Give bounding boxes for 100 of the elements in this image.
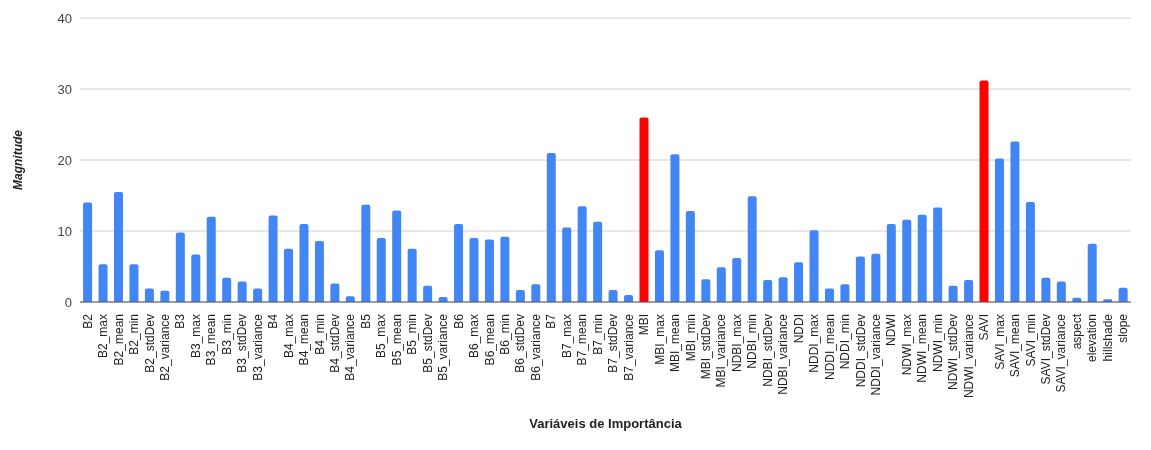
y-tick-label: 20: [57, 152, 72, 168]
bar: [314, 240, 324, 302]
bar: [469, 238, 479, 302]
x-tick-label: slope: [1116, 313, 1131, 343]
bar: [1056, 281, 1066, 302]
x-tick-label: B3: [173, 313, 188, 329]
bar: [222, 277, 232, 302]
bar: [871, 253, 881, 302]
x-tick-label: B6_mean: [482, 314, 497, 366]
x-tick-label: B6_max: [467, 314, 482, 359]
bar: [994, 158, 1004, 302]
bar: [546, 152, 556, 302]
bar: [284, 248, 294, 302]
x-tick-label: NDDI_mean: [822, 314, 837, 381]
x-tick-label: NDWI_mean: [915, 314, 930, 383]
bar: [948, 285, 958, 302]
bar: [794, 262, 804, 302]
bar: [361, 204, 371, 302]
x-tick-label: NDDI_min: [838, 314, 853, 370]
x-tick-label: NDDI_stdDev: [853, 314, 868, 388]
x-tick-label: NDDI_max: [807, 314, 822, 373]
x-tick-label: NDBI_variance: [776, 313, 791, 395]
x-tick-label: hillshade: [1100, 313, 1115, 362]
x-tick-label: B2: [80, 313, 95, 329]
x-tick-label: NDWI_max: [899, 314, 914, 376]
bar: [933, 207, 943, 302]
x-tick-label: B7_variance: [621, 313, 636, 381]
x-tick-label: B7_min: [590, 314, 605, 355]
x-tick-label: NDWI_variance: [961, 313, 976, 399]
bar: [593, 221, 603, 302]
x-tick-label: NDDI_variance: [868, 313, 883, 396]
bar: [392, 210, 402, 302]
bar: [670, 154, 680, 302]
x-tick-label: B4_variance: [343, 313, 358, 381]
x-tick-label: MBI: [637, 314, 652, 336]
bar: [855, 256, 865, 302]
x-tick-label: B7_mean: [575, 314, 590, 366]
y-tick-label: 0: [64, 294, 72, 310]
x-tick-label: MBI_variance: [714, 313, 729, 388]
x-tick-label: SAVI: [977, 314, 992, 341]
x-tick-label: B4_stdDev: [328, 314, 343, 373]
x-tick-label: B3_stdDev: [235, 314, 250, 373]
x-tick-label: B2_min: [127, 314, 142, 355]
bar: [268, 215, 278, 302]
x-tick-label: B4_min: [312, 314, 327, 355]
bar: [531, 284, 541, 302]
x-tick-label: B6: [451, 313, 466, 329]
bar: [237, 281, 247, 302]
x-tick-label: MBI_mean: [668, 314, 683, 373]
bar: [1010, 141, 1020, 302]
bar: [98, 264, 108, 302]
x-tick-label: SAVI_min: [1023, 314, 1038, 367]
x-tick-label: B5_stdDev: [420, 314, 435, 373]
x-tick-label: B5_max: [374, 314, 389, 359]
bar: [1041, 277, 1051, 302]
x-tick-label: SAVI_stdDev: [1038, 314, 1053, 385]
x-tick-label: B6_min: [498, 314, 513, 355]
x-tick-label: B2_max: [96, 314, 111, 359]
bar: [376, 238, 386, 302]
bar: [454, 223, 464, 302]
x-tick-label: B3_min: [219, 314, 234, 355]
bar: [809, 230, 819, 302]
bar: [500, 236, 510, 302]
bar: [129, 264, 139, 302]
bar: [778, 277, 788, 302]
bar: [608, 289, 618, 302]
x-tick-label: MBI_stdDev: [698, 314, 713, 380]
bar: [716, 267, 726, 302]
x-tick-label: B7_max: [559, 314, 574, 359]
x-tick-label: B5_variance: [436, 313, 451, 381]
bar: [886, 223, 896, 302]
x-tick-label: B7_stdDev: [606, 314, 621, 373]
bar: [763, 279, 773, 302]
bar: [114, 191, 123, 302]
x-tick-label: B3_mean: [204, 314, 219, 366]
bar: [191, 254, 201, 302]
bar: [577, 206, 587, 302]
x-tick-label: SAVI_max: [992, 314, 1007, 370]
x-axis-title: Variáveis de Importância: [529, 416, 683, 431]
x-tick-label: NDBI_stdDev: [760, 314, 775, 387]
x-tick-label: SAVI_variance: [1054, 313, 1069, 393]
x-tick-label: MBI_min: [683, 314, 698, 362]
bar: [515, 289, 525, 302]
x-tick-label: aspect: [1069, 313, 1084, 350]
bar: [144, 288, 154, 302]
bar: [1087, 243, 1097, 302]
bar: [654, 250, 664, 302]
bar: [253, 288, 263, 302]
x-tick-label: NDWI_stdDev: [946, 314, 961, 391]
bar: [175, 232, 185, 302]
bar: [407, 248, 417, 302]
x-tick-label: B4_max: [281, 314, 296, 359]
x-tick-label: B2_mean: [111, 314, 126, 366]
x-tick-label: B2_variance: [158, 313, 173, 381]
y-tick-label: 40: [57, 10, 72, 26]
x-tick-label: B3_variance: [250, 313, 265, 381]
bar: [840, 284, 850, 302]
y-tick-label: 10: [57, 223, 72, 239]
bar: [83, 202, 93, 302]
x-tick-label: SAVI_mean: [1008, 314, 1023, 378]
